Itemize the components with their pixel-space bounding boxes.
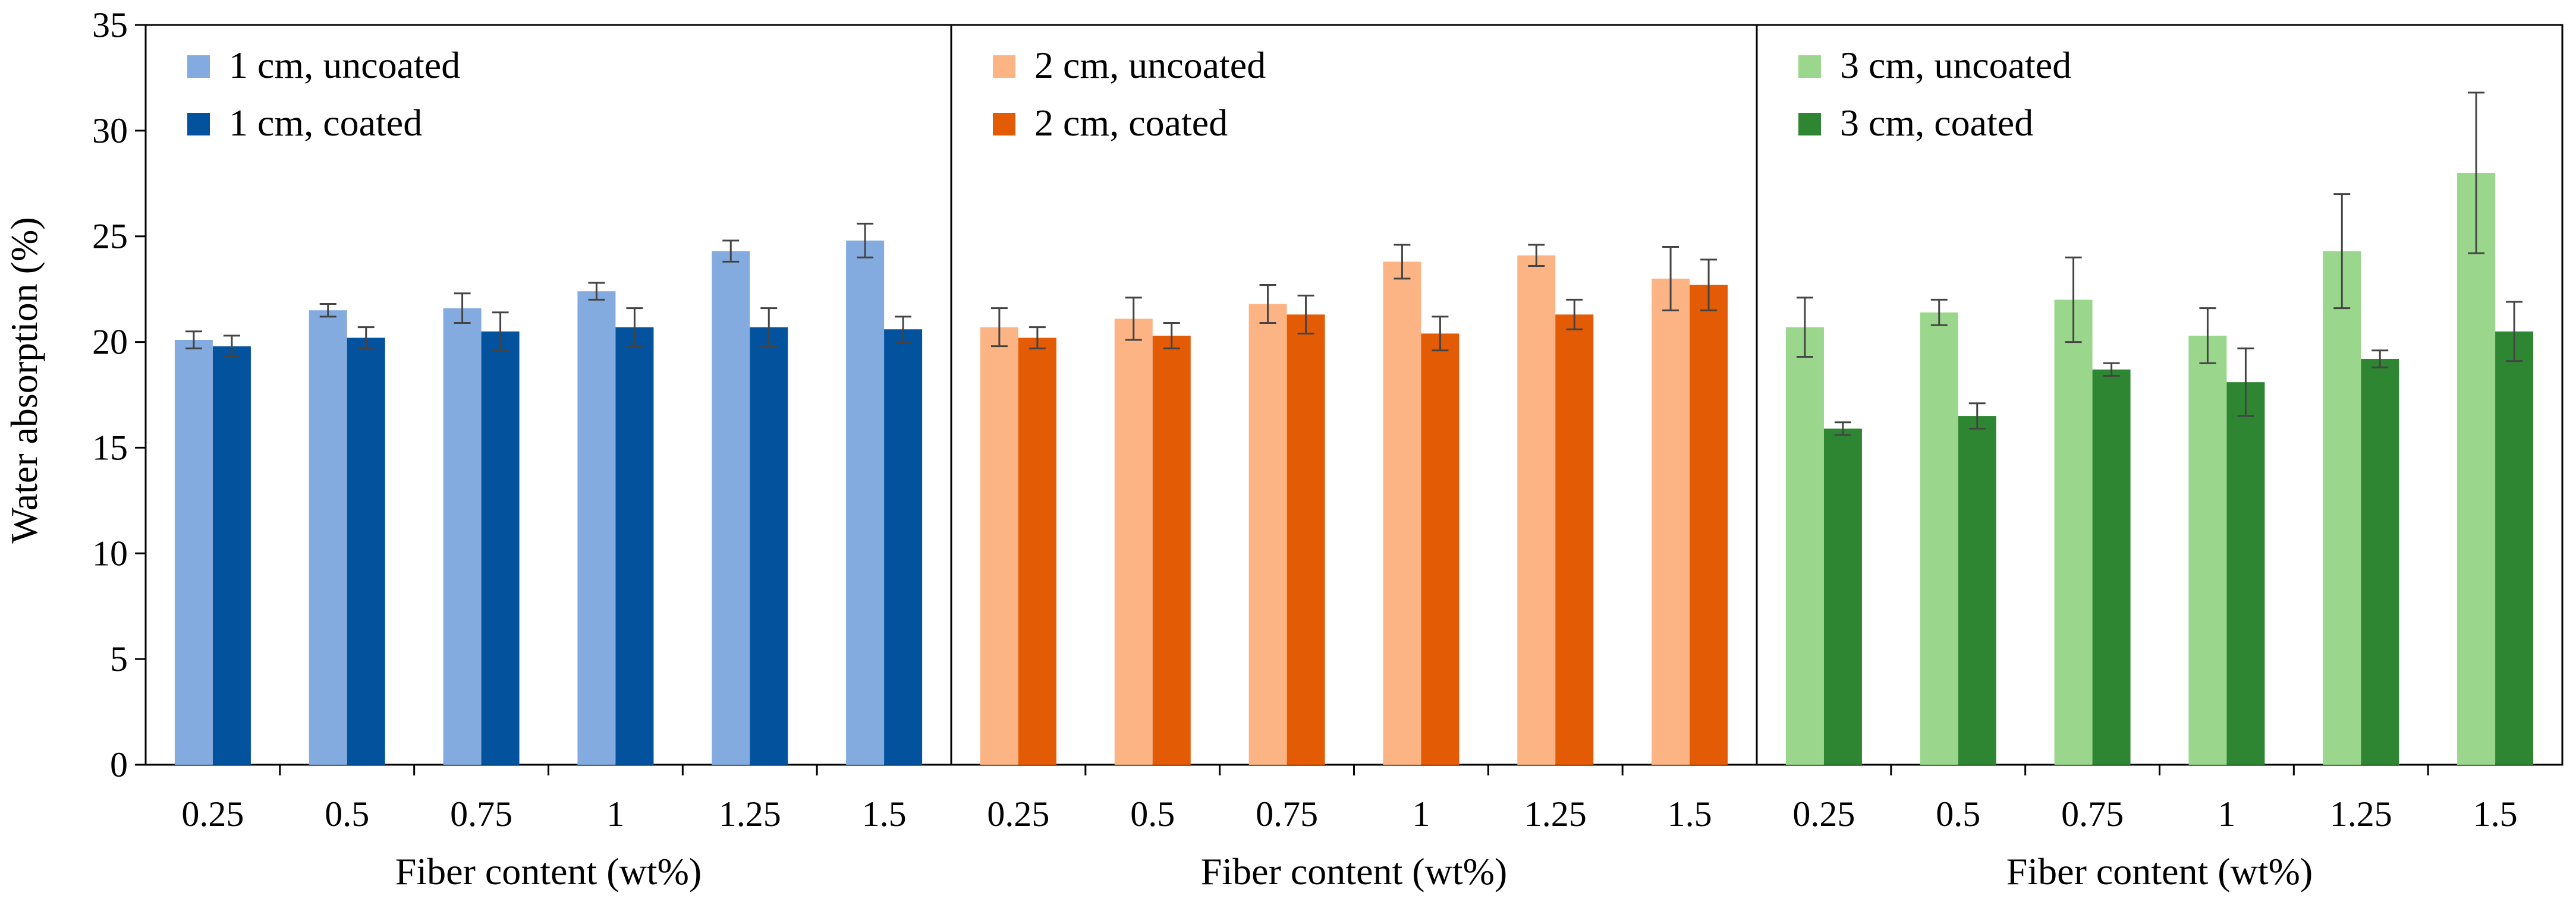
bar — [2323, 251, 2361, 765]
legend-label: 3 cm, coated — [1840, 102, 2033, 144]
x-axis-title: Fiber content (wt%) — [2006, 850, 2313, 892]
legend-swatch — [187, 113, 210, 135]
bar — [1421, 333, 1460, 765]
bar — [2361, 359, 2399, 765]
y-tick-label: 30 — [92, 111, 128, 150]
y-axis-title: Water absorption (%) — [3, 217, 45, 543]
bar — [2188, 335, 2227, 765]
y-tick-label: 25 — [92, 217, 128, 256]
legend-swatch — [993, 55, 1015, 78]
bar — [577, 291, 616, 765]
bar — [347, 338, 385, 765]
bar — [174, 340, 213, 765]
bar — [1555, 314, 1594, 765]
x-tick-label: 0.25 — [1792, 794, 1855, 834]
bar — [884, 329, 923, 765]
bar — [2054, 299, 2093, 765]
legend-swatch — [993, 113, 1015, 135]
bar — [1152, 335, 1191, 765]
bar — [1248, 304, 1287, 765]
bar — [212, 346, 251, 765]
bar — [1958, 416, 1996, 765]
y-tick-label: 10 — [92, 534, 128, 573]
bar — [750, 327, 788, 765]
bar — [2226, 382, 2265, 765]
bar — [980, 327, 1018, 765]
x-tick-label: 1 — [1412, 794, 1430, 834]
x-axis-title: Fiber content (wt%) — [1201, 850, 1507, 892]
y-tick-label: 5 — [110, 639, 128, 679]
x-tick-label: 0.25 — [181, 794, 244, 834]
legend-label: 1 cm, uncoated — [229, 44, 460, 86]
bar — [2092, 369, 2131, 765]
y-tick-label: 20 — [92, 323, 128, 362]
y-tick-label: 15 — [92, 428, 128, 467]
bar — [615, 327, 654, 765]
x-tick-label: 0.75 — [2061, 794, 2124, 834]
bar — [1287, 314, 1325, 765]
x-tick-label: 0.5 — [1130, 794, 1175, 834]
x-tick-label: 0.25 — [987, 794, 1049, 834]
legend-swatch — [187, 55, 210, 78]
x-tick-label: 1.25 — [1524, 794, 1587, 834]
x-axis-title: Fiber content (wt%) — [395, 850, 702, 892]
x-tick-label: 1.5 — [2473, 794, 2518, 834]
x-tick-label: 1.25 — [2330, 794, 2392, 834]
bar — [2457, 173, 2496, 765]
x-tick-label: 1 — [2218, 794, 2235, 834]
bar — [2495, 331, 2534, 765]
legend-label: 3 cm, uncoated — [1840, 44, 2071, 86]
bar — [443, 308, 482, 765]
x-tick-label: 1.5 — [862, 794, 907, 834]
bar — [309, 310, 347, 765]
bar — [846, 240, 885, 765]
bar — [1785, 327, 1824, 765]
legend-swatch — [1798, 113, 1821, 135]
legend-label: 2 cm, coated — [1034, 102, 1228, 144]
legend-label: 1 cm, coated — [229, 102, 422, 144]
x-tick-label: 1 — [606, 794, 624, 834]
x-tick-label: 1.5 — [1668, 794, 1712, 834]
bar — [1018, 338, 1056, 765]
bar — [1690, 285, 1728, 765]
y-tick-label: 0 — [110, 745, 128, 784]
y-tick-label: 35 — [92, 5, 128, 45]
bar — [481, 331, 520, 765]
x-tick-label: 0.75 — [1256, 794, 1318, 834]
x-tick-label: 1.25 — [719, 794, 781, 834]
legend-swatch — [1798, 55, 1821, 78]
bar — [1823, 428, 1862, 765]
bar — [1517, 255, 1556, 765]
bar — [712, 251, 750, 765]
bar — [1652, 278, 1690, 765]
bar — [1920, 312, 1958, 765]
x-tick-label: 0.5 — [1936, 794, 1980, 834]
bar — [1383, 261, 1421, 765]
x-tick-label: 0.75 — [450, 794, 512, 834]
bar — [1114, 318, 1153, 765]
x-tick-label: 0.5 — [325, 794, 369, 834]
legend-label: 2 cm, uncoated — [1034, 44, 1266, 86]
